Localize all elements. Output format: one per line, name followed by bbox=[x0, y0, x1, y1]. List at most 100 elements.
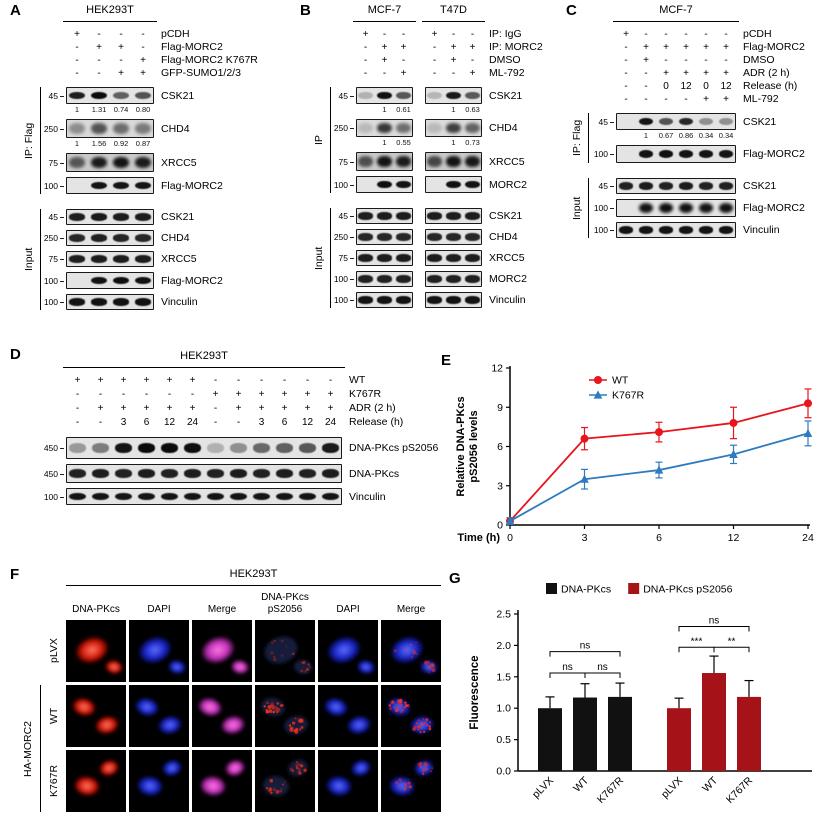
protein-band bbox=[638, 202, 654, 214]
condition-value: - bbox=[75, 403, 80, 414]
column-header: pS2056 bbox=[267, 604, 303, 615]
protein-band bbox=[206, 443, 224, 453]
condition-value: - bbox=[98, 389, 103, 400]
protein-band bbox=[90, 156, 108, 169]
chart-text: 2.5 bbox=[496, 609, 511, 621]
protein-band bbox=[134, 122, 152, 135]
bar bbox=[667, 708, 691, 771]
group-label: IP: Flag bbox=[571, 119, 583, 157]
punctum bbox=[393, 706, 396, 709]
protein-band bbox=[396, 122, 411, 134]
condition-value: - bbox=[624, 81, 628, 92]
column-header: Merge bbox=[207, 604, 237, 615]
data-point bbox=[580, 474, 589, 483]
protein-band bbox=[698, 117, 714, 126]
protein-band bbox=[114, 443, 132, 453]
protein-band bbox=[698, 182, 714, 190]
punctum bbox=[289, 727, 294, 732]
group-label: Input bbox=[23, 247, 35, 272]
microscopy-image-dapi bbox=[318, 685, 378, 747]
condition-value: - bbox=[98, 417, 103, 428]
microscopy-image-dapi bbox=[129, 685, 189, 747]
punctum bbox=[303, 670, 307, 674]
microscopy-image-mergePuncta bbox=[381, 685, 441, 747]
condition-value: 12 bbox=[680, 81, 692, 92]
condition-value: + bbox=[258, 403, 265, 414]
blot-strip bbox=[425, 250, 482, 266]
protein-band bbox=[90, 122, 108, 135]
punctum bbox=[307, 663, 310, 666]
punctum bbox=[276, 707, 281, 712]
condition-value: - bbox=[724, 29, 728, 40]
condition-label: GFP-SUMO1/2/3 bbox=[161, 67, 241, 79]
protein-band bbox=[68, 234, 86, 242]
protein-band bbox=[427, 91, 442, 100]
punctum bbox=[403, 785, 408, 789]
punctum bbox=[296, 762, 301, 767]
condition-value: - bbox=[97, 68, 101, 79]
protein-band bbox=[658, 182, 674, 190]
group-bracket bbox=[330, 208, 332, 308]
protein-band bbox=[396, 91, 411, 100]
protein-band bbox=[638, 117, 654, 126]
mw-tick bbox=[350, 161, 354, 163]
puncta-layer bbox=[393, 641, 436, 674]
nucleus bbox=[410, 715, 434, 735]
punctum bbox=[295, 728, 299, 732]
punctum bbox=[404, 701, 407, 704]
punctum bbox=[399, 703, 403, 707]
mw-marker: 75 bbox=[338, 156, 348, 167]
bar bbox=[608, 696, 632, 771]
punctum bbox=[275, 706, 278, 709]
protein-band bbox=[275, 443, 293, 453]
blot-label: MORC2 bbox=[489, 178, 527, 191]
blot-strip bbox=[356, 87, 413, 104]
panel-g-letter: G bbox=[449, 570, 461, 587]
nuclei-layer bbox=[135, 697, 182, 735]
punctum bbox=[268, 709, 273, 713]
chart-text: 3 bbox=[582, 532, 588, 544]
condition-label: ML-792 bbox=[743, 93, 779, 105]
punctum bbox=[422, 717, 425, 720]
protein-band bbox=[658, 117, 674, 126]
protein-band bbox=[396, 296, 411, 304]
condition-value: - bbox=[704, 55, 708, 66]
protein-band bbox=[68, 122, 86, 135]
punctum bbox=[419, 765, 423, 769]
blot-strip bbox=[425, 152, 482, 171]
protein-band bbox=[90, 91, 108, 100]
nuclei-layer bbox=[138, 636, 186, 675]
quant-number: 0.61 bbox=[396, 105, 411, 114]
chart-text: ns bbox=[562, 662, 573, 673]
nucleus bbox=[389, 775, 415, 797]
punctum bbox=[417, 725, 421, 729]
protein-band bbox=[446, 155, 461, 168]
punctum bbox=[417, 719, 420, 721]
condition-value: + bbox=[189, 403, 196, 414]
punctum bbox=[288, 724, 292, 727]
punctum bbox=[306, 668, 309, 671]
condition-value: + bbox=[381, 42, 388, 53]
column-header: DAPI bbox=[336, 604, 360, 615]
chart-text: 12 bbox=[728, 532, 740, 544]
protein-band bbox=[377, 275, 392, 283]
protein-band bbox=[465, 233, 480, 241]
condition-value: + bbox=[469, 68, 476, 79]
condition-value: - bbox=[363, 68, 368, 79]
punctum bbox=[430, 663, 435, 668]
condition-value: + bbox=[400, 42, 407, 53]
group-label: Input bbox=[313, 246, 325, 270]
punctum bbox=[417, 762, 421, 766]
protein-band bbox=[465, 91, 480, 100]
protein-band bbox=[68, 156, 86, 169]
condition-value: + bbox=[235, 389, 242, 400]
punctum bbox=[428, 725, 431, 728]
mw-tick bbox=[60, 238, 64, 239]
mw-marker: 45 bbox=[598, 181, 608, 191]
punctum bbox=[300, 669, 304, 673]
punctum bbox=[276, 711, 278, 713]
condition-value: + bbox=[703, 94, 709, 105]
microscopy-image-puncta bbox=[255, 750, 315, 812]
chart-text: 0 bbox=[507, 532, 513, 544]
protein-band bbox=[446, 233, 461, 241]
